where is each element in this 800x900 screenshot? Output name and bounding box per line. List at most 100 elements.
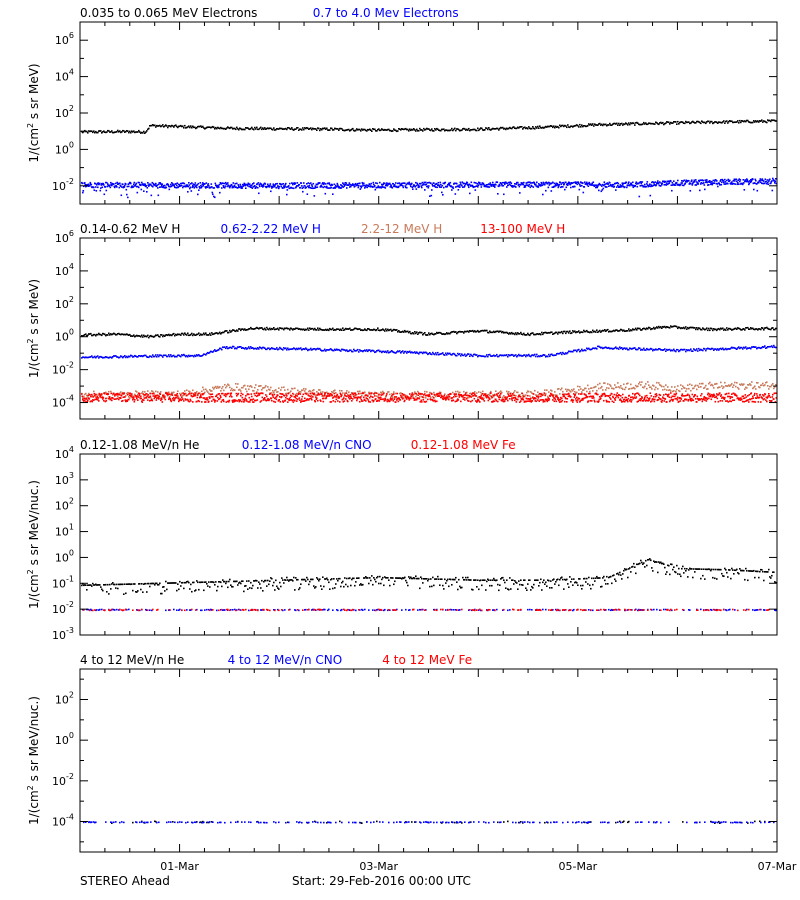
data-point xyxy=(245,388,247,390)
data-point xyxy=(164,398,167,401)
data-point xyxy=(288,399,290,401)
data-point xyxy=(315,186,317,189)
data-point xyxy=(145,335,147,337)
data-point xyxy=(481,184,483,186)
data-point xyxy=(416,351,418,353)
data-point xyxy=(500,126,502,129)
data-point xyxy=(492,185,495,187)
data-point xyxy=(438,331,440,334)
data-point xyxy=(136,191,139,194)
data-point xyxy=(316,129,318,131)
data-point xyxy=(100,184,103,186)
data-point xyxy=(336,182,339,185)
data-point xyxy=(710,120,712,123)
data-point xyxy=(396,186,399,189)
data-point xyxy=(475,354,477,356)
data-point xyxy=(608,124,610,126)
data-point xyxy=(243,398,246,401)
data-point xyxy=(262,183,265,186)
data-point xyxy=(598,387,600,390)
data-point xyxy=(554,184,557,187)
data-point xyxy=(276,186,278,189)
data-point xyxy=(280,347,282,350)
data-point xyxy=(589,124,591,126)
data-point xyxy=(251,328,253,330)
data-point xyxy=(295,186,298,188)
data-point xyxy=(655,386,657,389)
data-point xyxy=(187,398,189,401)
data-point xyxy=(212,193,214,196)
data-point xyxy=(498,355,500,358)
data-point xyxy=(491,183,494,186)
data-point xyxy=(723,181,725,184)
data-point xyxy=(106,185,109,188)
data-point xyxy=(205,182,208,184)
data-point xyxy=(372,400,375,403)
data-point xyxy=(651,185,654,187)
data-point xyxy=(142,183,144,185)
data-point xyxy=(254,126,256,129)
data-point xyxy=(490,185,493,187)
data-point xyxy=(268,347,270,349)
data-point xyxy=(127,130,129,132)
data-point xyxy=(478,354,480,357)
data-point xyxy=(232,329,234,331)
data-point xyxy=(368,129,370,131)
data-point xyxy=(355,129,357,132)
data-point xyxy=(421,351,423,354)
data-point xyxy=(433,391,435,394)
data-point xyxy=(520,126,522,128)
data-point xyxy=(99,189,102,192)
data-point xyxy=(574,390,576,393)
data-point xyxy=(90,395,92,398)
data-point xyxy=(85,356,87,358)
data-point xyxy=(421,186,423,189)
data-point xyxy=(405,127,407,130)
data-point xyxy=(168,333,170,336)
data-point xyxy=(268,399,270,402)
data-point xyxy=(233,127,235,130)
data-point xyxy=(272,128,274,131)
data-point xyxy=(765,180,768,183)
data-point xyxy=(745,386,747,389)
data-point xyxy=(334,389,336,392)
data-point xyxy=(133,396,135,398)
data-point xyxy=(210,183,213,185)
data-point xyxy=(608,346,610,349)
data-point xyxy=(482,129,484,131)
data-point xyxy=(617,182,620,185)
data-point xyxy=(422,333,424,336)
data-point xyxy=(138,394,141,396)
data-point xyxy=(770,385,772,388)
data-point xyxy=(623,383,625,386)
data-point xyxy=(693,348,695,350)
data-point xyxy=(527,332,529,335)
data-point xyxy=(442,333,444,335)
data-point xyxy=(212,187,215,189)
data-point xyxy=(774,182,776,184)
data-point xyxy=(222,392,224,395)
data-point xyxy=(271,128,273,131)
data-point xyxy=(337,185,340,188)
data-point xyxy=(103,130,105,132)
data-point xyxy=(699,349,701,352)
data-point xyxy=(99,333,101,336)
data-point xyxy=(296,392,298,395)
data-point xyxy=(231,126,233,129)
data-point xyxy=(702,382,704,385)
data-point xyxy=(640,181,642,183)
data-point xyxy=(182,125,184,127)
data-point xyxy=(511,353,513,356)
data-point xyxy=(173,396,175,399)
data-point xyxy=(120,333,122,336)
data-point xyxy=(574,185,576,188)
data-point xyxy=(660,185,662,187)
data-point xyxy=(339,389,341,392)
y-tick-label: 10-2 xyxy=(52,177,74,193)
data-point xyxy=(172,397,174,400)
data-point xyxy=(562,332,564,335)
data-point xyxy=(345,398,347,400)
data-point xyxy=(592,123,594,125)
data-point xyxy=(524,184,526,187)
data-point xyxy=(513,355,515,357)
